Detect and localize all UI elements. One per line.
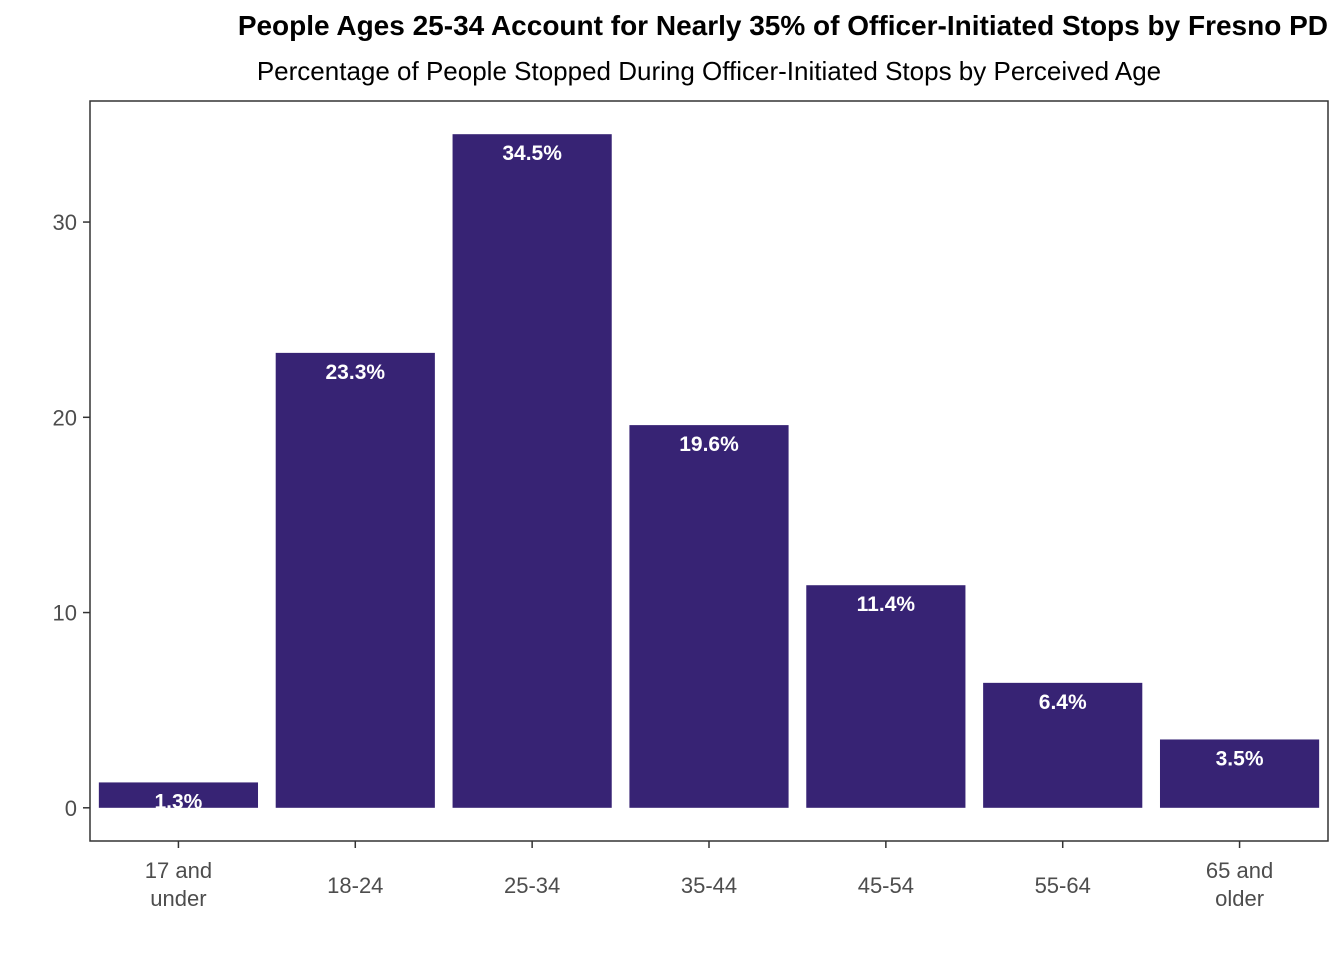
bar <box>629 425 789 808</box>
x-tick-label: 45-54 <box>858 873 914 898</box>
chart-subtitle: Percentage of People Stopped During Offi… <box>256 56 1162 86</box>
bar <box>98 782 259 808</box>
bar <box>1159 739 1320 808</box>
x-axis: 17 and under 18-24 25-34 35-44 45-54 55-64 65 a… <box>145 841 1273 911</box>
data-label: 3.5% <box>1216 747 1264 770</box>
x-tick-label: 25-34 <box>504 873 560 898</box>
bar <box>275 352 435 808</box>
data-label: 34.5% <box>502 142 562 165</box>
x-tick-label: 35-44 <box>681 873 737 898</box>
data-label: 11.4% <box>857 593 916 616</box>
y-tick-label: 30 <box>53 210 77 235</box>
y-tick-label: 0 <box>65 796 77 821</box>
x-tick-label: 65 and older <box>1206 858 1273 911</box>
bar-labels: 1.3% 23.3% 34.5% 19.6% 11.4% 6.4% 3.5% <box>154 142 1263 813</box>
x-tick-label: 18-24 <box>327 873 383 898</box>
x-tick-label-line: under <box>150 886 206 911</box>
x-tick-label-line: 65 and <box>1206 858 1273 883</box>
chart-title: People Ages 25-34 Account for Nearly 35%… <box>237 10 1328 41</box>
data-label: 23.3% <box>326 361 386 384</box>
bar <box>452 134 612 808</box>
x-tick-label-line: 17 and <box>145 858 212 883</box>
y-tick-label: 20 <box>53 405 77 430</box>
data-label: 19.6% <box>679 433 739 456</box>
x-tick-label-line: older <box>1215 886 1264 911</box>
x-tick-label: 17 and under <box>145 858 212 911</box>
data-label: 6.4% <box>1039 691 1087 714</box>
y-tick-label: 10 <box>53 601 77 626</box>
x-tick-label: 55-64 <box>1035 873 1091 898</box>
data-label: 1.3% <box>154 790 202 813</box>
y-axis: 0 10 20 30 <box>53 210 90 821</box>
bar <box>983 682 1143 808</box>
bars <box>98 134 1320 808</box>
bar <box>806 585 966 808</box>
